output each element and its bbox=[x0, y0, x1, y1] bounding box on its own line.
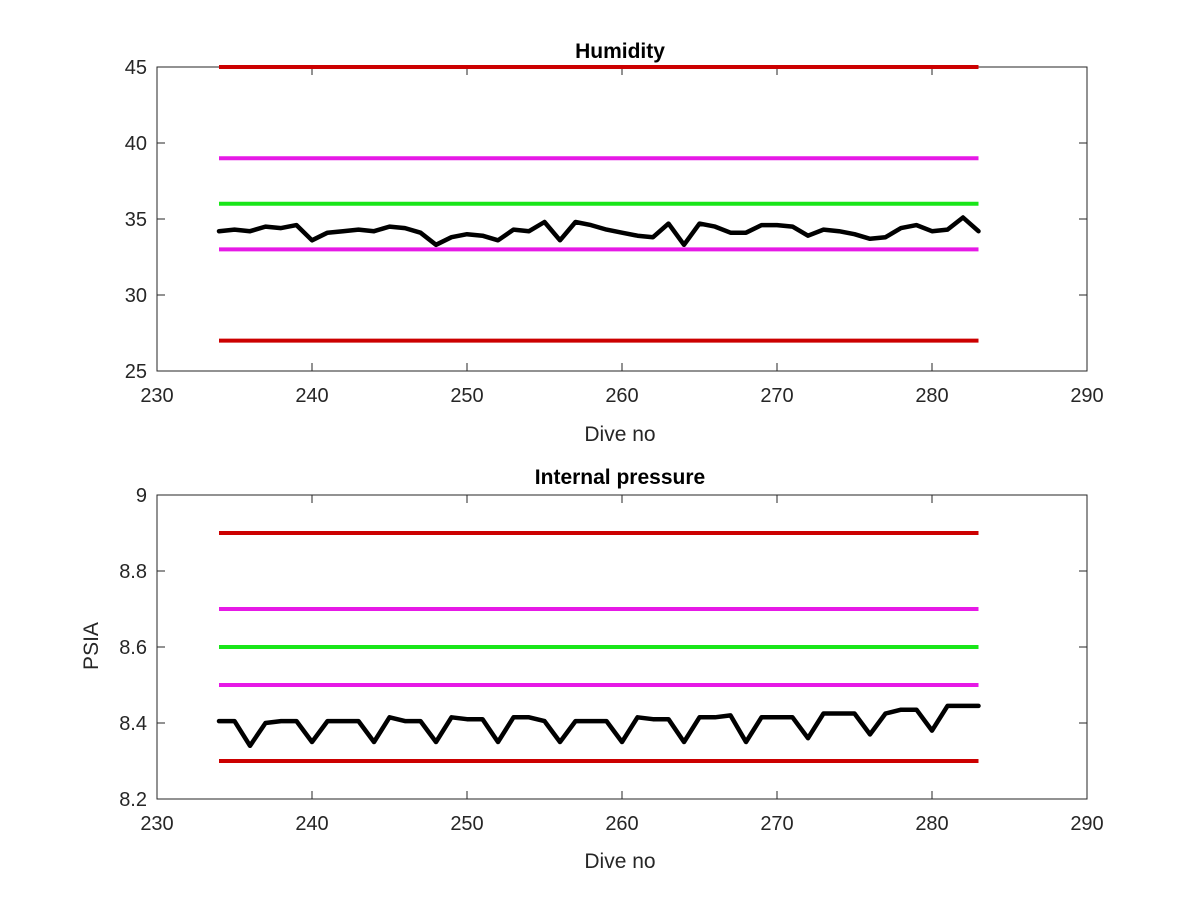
humidity-xtick-label: 260 bbox=[605, 385, 638, 407]
internal-pressure-title: Internal pressure bbox=[535, 466, 705, 489]
humidity-xtick-label: 240 bbox=[295, 385, 328, 407]
internal-pressure-ytick-label: 8.8 bbox=[119, 561, 147, 583]
internal-pressure-ytick-label: 8.4 bbox=[119, 713, 147, 735]
humidity-ytick-label: 35 bbox=[125, 209, 147, 231]
internal-pressure-xtick-label: 270 bbox=[760, 813, 793, 835]
humidity-xtick-label: 230 bbox=[140, 385, 173, 407]
humidity-title: Humidity bbox=[575, 40, 665, 63]
internal-pressure-xtick-label: 260 bbox=[605, 813, 638, 835]
humidity-data-line bbox=[216, 215, 981, 248]
internal-pressure-data-line bbox=[216, 703, 981, 749]
internal-pressure-xtick-label: 280 bbox=[915, 813, 948, 835]
internal-pressure-xtick-label: 250 bbox=[450, 813, 483, 835]
internal-pressure-xtick-label: 240 bbox=[295, 813, 328, 835]
internal-pressure-ytick-label: 9 bbox=[136, 485, 147, 507]
internal-pressure-ylabel: PSIA bbox=[80, 622, 103, 670]
internal-pressure-xtick-label: 230 bbox=[140, 813, 173, 835]
internal-pressure-xtick-label: 290 bbox=[1070, 813, 1103, 835]
humidity-subplot: Humidity Dive no 230 240 250 260 270 280 290 25… bbox=[125, 40, 1104, 446]
humidity-ytick-label: 30 bbox=[125, 285, 147, 307]
internal-pressure-xlabel: Dive no bbox=[584, 850, 655, 873]
internal-pressure-ytick-label: 8.2 bbox=[119, 789, 147, 811]
humidity-ytick-label: 45 bbox=[125, 57, 147, 79]
internal-pressure-subplot: Internal pressure Dive no PSIA 230 240 250… bbox=[80, 466, 1104, 873]
internal-pressure-ytick-label: 8.6 bbox=[119, 637, 147, 659]
humidity-ytick-label: 40 bbox=[125, 133, 147, 155]
humidity-xtick-label: 280 bbox=[915, 385, 948, 407]
humidity-xtick-label: 290 bbox=[1070, 385, 1103, 407]
humidity-xlabel: Dive no bbox=[584, 423, 655, 446]
humidity-xtick-label: 250 bbox=[450, 385, 483, 407]
humidity-xtick-label: 270 bbox=[760, 385, 793, 407]
humidity-ytick-label: 25 bbox=[125, 361, 147, 383]
